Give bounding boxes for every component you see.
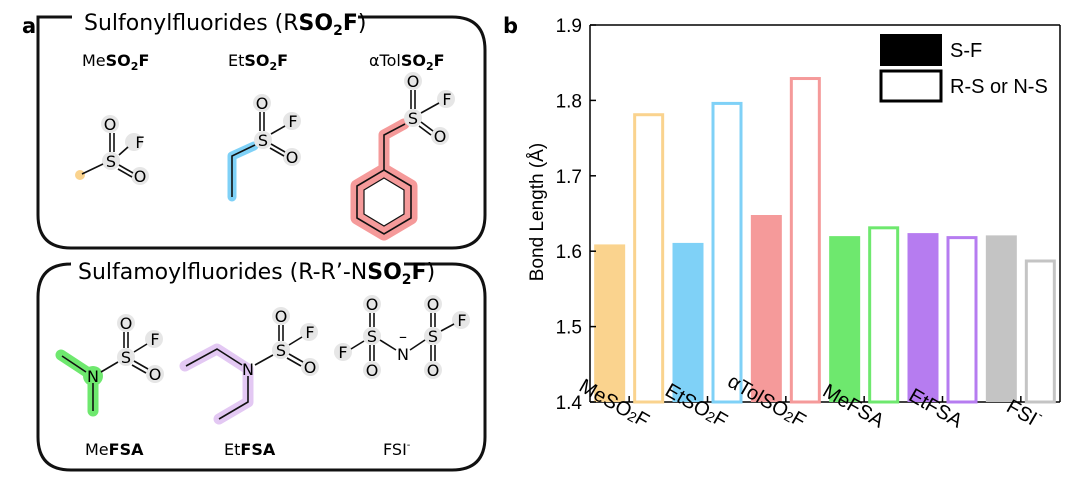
legend-swatch-r-s [879,69,943,103]
molecule-mefsa: N S O O F [55,314,164,417]
svg-text:S: S [408,109,418,128]
legend-label-r-s: R-S or N-S [950,76,1048,98]
svg-text:F: F [338,343,347,362]
svg-text:F: F [150,330,159,349]
svg-text:S: S [121,348,131,367]
label-etfsa: EtFSA [224,440,276,459]
sulfonylfluorides-box [36,15,487,250]
bar-r-s-3 [789,77,821,404]
svg-text:O: O [104,115,117,134]
svg-text:F: F [288,112,297,131]
bar-s-f-3 [750,215,782,402]
svg-text:O: O [366,295,379,314]
legend-swatch-s-f [880,34,942,66]
bar-r-s-4 [868,226,900,404]
svg-text:N: N [397,345,409,364]
svg-text:S: S [428,327,438,346]
molecule-fsi: F S O O N – S O O F [334,295,470,380]
bar-r-s-6 [1024,259,1056,404]
svg-text:O: O [407,72,420,91]
bar-s-f-4 [829,236,861,402]
svg-text:N: N [87,367,99,386]
svg-text:F: F [305,323,314,342]
y-tick-label: 1.6 [556,242,582,263]
y-tick-label: 1.9 [556,16,582,37]
y-tick-label: 1.4 [556,393,583,414]
svg-text:F: F [442,90,451,109]
svg-text:S: S [367,327,377,346]
y-axis-title: Bond Length (Å) [527,143,548,281]
bar-s-f-5 [907,233,939,402]
svg-text:O: O [275,307,288,326]
svg-text:O: O [134,167,147,186]
svg-text:O: O [366,361,379,380]
legend-label-s-f: S-F [950,40,982,62]
label-meso2f: MeSO2F [82,51,149,73]
svg-text:O: O [304,358,317,377]
svg-text:O: O [286,148,299,167]
svg-text:N: N [242,360,254,379]
label-etso2f: EtSO2F [228,51,288,73]
bar-r-s-2 [711,101,743,404]
bar-r-s-1 [633,113,665,404]
label-fsi: FSI- [383,440,411,459]
svg-text:F: F [457,311,466,330]
y-tick-label: 1.8 [556,91,582,112]
svg-text:O: O [427,295,440,314]
label-atolso2f: αTolSO2F [369,51,445,73]
molecule-etso2f: S O O F [227,94,301,202]
sulfamoylfluorides-box [36,262,487,472]
y-tick-label: 1.7 [556,167,582,188]
svg-text:O: O [149,365,162,384]
label-mefsa: MeFSA [85,440,144,459]
plot-area [589,24,1061,403]
legend: S-F R-S or N-S [879,34,1048,103]
svg-text:S: S [106,152,116,171]
molecule-meso2f: S O O F [75,115,149,186]
molecule-atolso2f: S O O F [350,72,455,241]
y-tick-label: 1.5 [556,318,582,339]
bar-r-s-5 [946,236,978,404]
svg-text:O: O [120,314,133,333]
svg-text:O: O [256,94,269,113]
y-axis-ticks: 1.4 1.5 1.6 1.7 1.8 1.9 [556,16,596,414]
svg-text:–: – [399,327,407,346]
molecule-etfsa: N S O O F [179,307,319,425]
svg-text:S: S [276,341,286,360]
panel-a-letter: a [22,14,36,38]
bar-s-f-6 [985,235,1017,402]
bar-s-f-1 [594,244,626,402]
box2-title: Sulfamoylfluorides (R-R’-NSO2F) [78,260,435,288]
bars [594,77,1056,404]
bar-s-f-2 [672,242,704,402]
box1-title: Sulfonylfluorides (RSO2F) [84,11,366,39]
svg-text:O: O [427,361,440,380]
svg-text:O: O [434,127,447,146]
svg-text:F: F [135,133,144,152]
panel-b-letter: b [503,14,518,38]
svg-text:S: S [258,131,268,150]
